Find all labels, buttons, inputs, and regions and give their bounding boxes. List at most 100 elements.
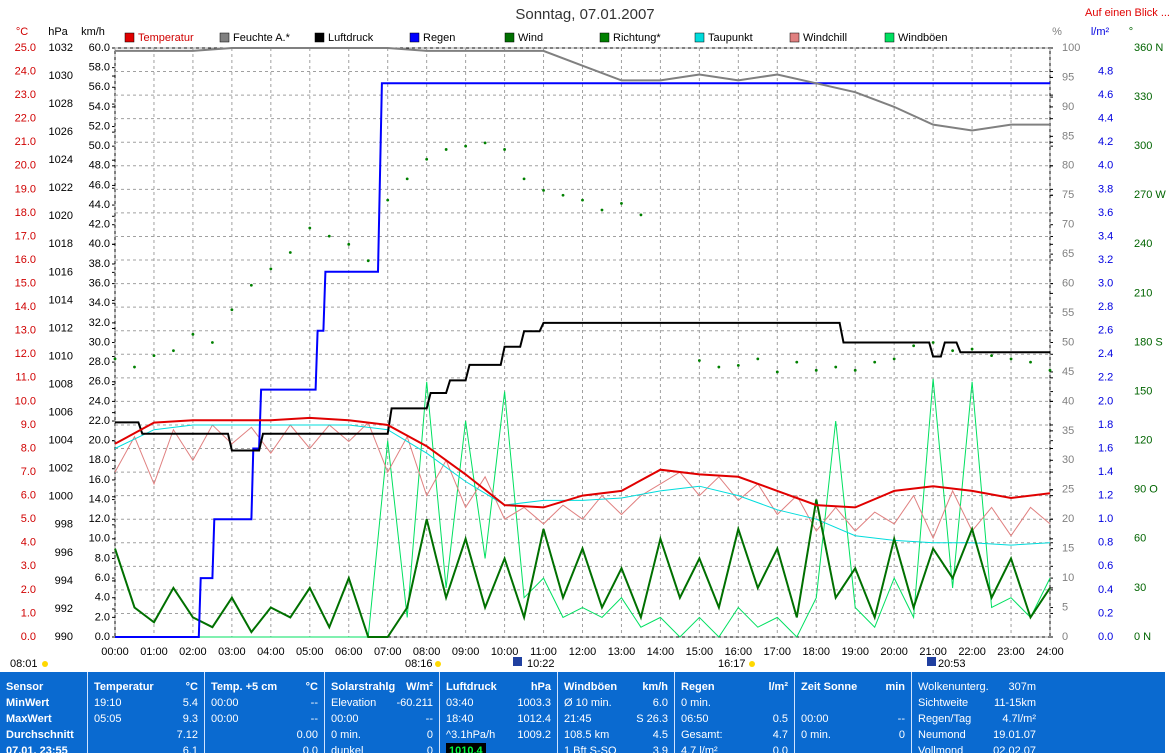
- legend-label: Taupunkt: [708, 32, 753, 44]
- chart: Sonntag, 07.01.2007 Auf einen Blick ... …: [10, 6, 1170, 670]
- cell-value: 5.4: [182, 697, 198, 709]
- y-tick-label: 24.0: [89, 395, 110, 407]
- y-tick-label: 70: [1062, 219, 1074, 231]
- series-dot: [814, 368, 818, 372]
- y-tick-label: 1.6: [1098, 442, 1113, 454]
- x-tick-label: 05:00: [296, 646, 324, 658]
- series-line: [114, 421, 1051, 540]
- series-dot: [425, 157, 429, 161]
- cell-value: S 26.3: [636, 713, 668, 725]
- series-dot: [853, 368, 857, 372]
- y-tick-label: 240: [1134, 238, 1152, 250]
- series-dot: [288, 251, 292, 254]
- legend-swatch: [409, 32, 420, 43]
- y-tick-label: 8.0: [95, 552, 110, 564]
- series-dot: [775, 370, 779, 374]
- cell-value: 0: [426, 745, 433, 753]
- series-dot: [483, 141, 487, 145]
- series-dot: [172, 349, 175, 353]
- y-tick-label: 13.0: [15, 325, 36, 337]
- cell-label: 00:00: [211, 713, 239, 725]
- y-tick-label: 990: [55, 631, 73, 643]
- series-dot: [795, 360, 799, 364]
- y-tick-label: 10: [1062, 572, 1074, 584]
- y-tick-label: 1008: [49, 378, 73, 390]
- y-tick-label: 5.0: [21, 513, 36, 525]
- legend-label: Wind: [518, 32, 543, 44]
- y-tick-label: 2.4: [1098, 348, 1113, 360]
- y-tick-label: 4.2: [1098, 136, 1113, 148]
- y-tick-label: 20.0: [15, 160, 36, 172]
- x-tick-label: 19:00: [841, 646, 869, 658]
- cell-label: 0 min.: [331, 729, 361, 741]
- column-unit: km/h: [642, 681, 668, 693]
- info-label: Wolkenunterg.: [918, 681, 989, 693]
- legend-label: Windböen: [898, 32, 948, 44]
- info-value: 307m: [1008, 681, 1036, 693]
- panel-column: Windböen km/h Ø 10 min. 6.0 21:45 S 26.3 10…: [558, 672, 675, 753]
- y-tick-label: 330: [1134, 91, 1152, 103]
- link[interactable]: Auf einen Blick ...: [1085, 7, 1170, 19]
- y-tick-label: 11.0: [15, 372, 36, 384]
- y-tick-label: 2.0: [95, 611, 110, 623]
- y-tick-label: 120: [1134, 435, 1152, 447]
- series-line: [115, 47, 1050, 132]
- y-tick-label: 0.2: [1098, 607, 1113, 619]
- row-label: MaxWert: [6, 713, 52, 725]
- y-tick-label: 992: [55, 603, 73, 615]
- y-tick-label: 40.0: [89, 238, 110, 250]
- series-dot: [191, 332, 195, 336]
- row-label: Durchschnitt: [6, 729, 74, 741]
- legend-swatch: [219, 32, 230, 43]
- y-tick-label: 0.4: [1098, 584, 1113, 596]
- y-tick-label: 1010: [49, 350, 73, 362]
- y-tick-label: 0 N: [1134, 631, 1151, 643]
- series-dot: [347, 242, 351, 246]
- y-tick-label: 4.6: [1098, 89, 1113, 101]
- series-dot: [444, 148, 448, 151]
- y-tick-label: 7.0: [21, 466, 36, 478]
- legend-label: Windchill: [803, 32, 847, 44]
- annotation: 08:16: [405, 658, 433, 670]
- x-tick-label: 23:00: [997, 646, 1025, 658]
- y-tick-label: 210: [1134, 287, 1152, 299]
- y-tick-label: 30.0: [89, 336, 110, 348]
- x-tick-label: 00:00: [101, 646, 129, 658]
- y-tick-label: 1004: [49, 435, 73, 447]
- y-tick-label: 60: [1134, 533, 1146, 545]
- y-tick-label: 18.0: [15, 207, 36, 219]
- cell-label: 0 min.: [801, 729, 831, 741]
- y-tick-label: 2.8: [1098, 301, 1113, 313]
- y-tick-label: 300: [1134, 140, 1152, 152]
- y-tick-label: 4.0: [95, 592, 110, 604]
- x-tick-label: 08:00: [413, 646, 441, 658]
- y-tick-label: 3.0: [1098, 278, 1113, 290]
- y-tick-label: 150: [1134, 385, 1152, 397]
- y-tick-label: 9.0: [21, 419, 36, 431]
- series-dot: [210, 341, 214, 344]
- cell-label: ^3.1hPa/h: [446, 729, 496, 741]
- y-tick-label: 2.0: [21, 584, 36, 596]
- y-tick-label: 90: [1062, 101, 1074, 113]
- info-label: Neumond: [918, 729, 966, 741]
- cell-value: 9.3: [182, 713, 198, 725]
- cell-label: 00:00: [211, 697, 239, 709]
- legend-swatch: [504, 32, 515, 43]
- cell-value: --: [897, 713, 905, 725]
- y-tick-label: 1.0: [21, 607, 36, 619]
- y-tick-label: 60.0: [89, 42, 110, 54]
- y-tick-label: 2.2: [1098, 372, 1113, 384]
- annotation: 10:22: [527, 658, 555, 670]
- panel-column: Solarstrahlg W/m² Elevation -60.211 00:00 -…: [325, 672, 440, 753]
- y-tick-label: 35: [1062, 425, 1074, 437]
- legend-swatch: [314, 32, 325, 43]
- info-label: Regen/Tag: [918, 713, 972, 725]
- panel-column: Zeit Sonne min 00:00 -- 0 min. 0: [795, 672, 912, 753]
- column-unit: hPa: [530, 681, 551, 693]
- column-title: Luftdruck: [446, 681, 497, 693]
- x-tick-label: 04:00: [257, 646, 285, 658]
- y-tick-label: 270 W: [1134, 189, 1166, 201]
- y-tick-label: 1028: [49, 98, 73, 110]
- series-dot: [990, 354, 993, 357]
- series-dot: [620, 202, 623, 205]
